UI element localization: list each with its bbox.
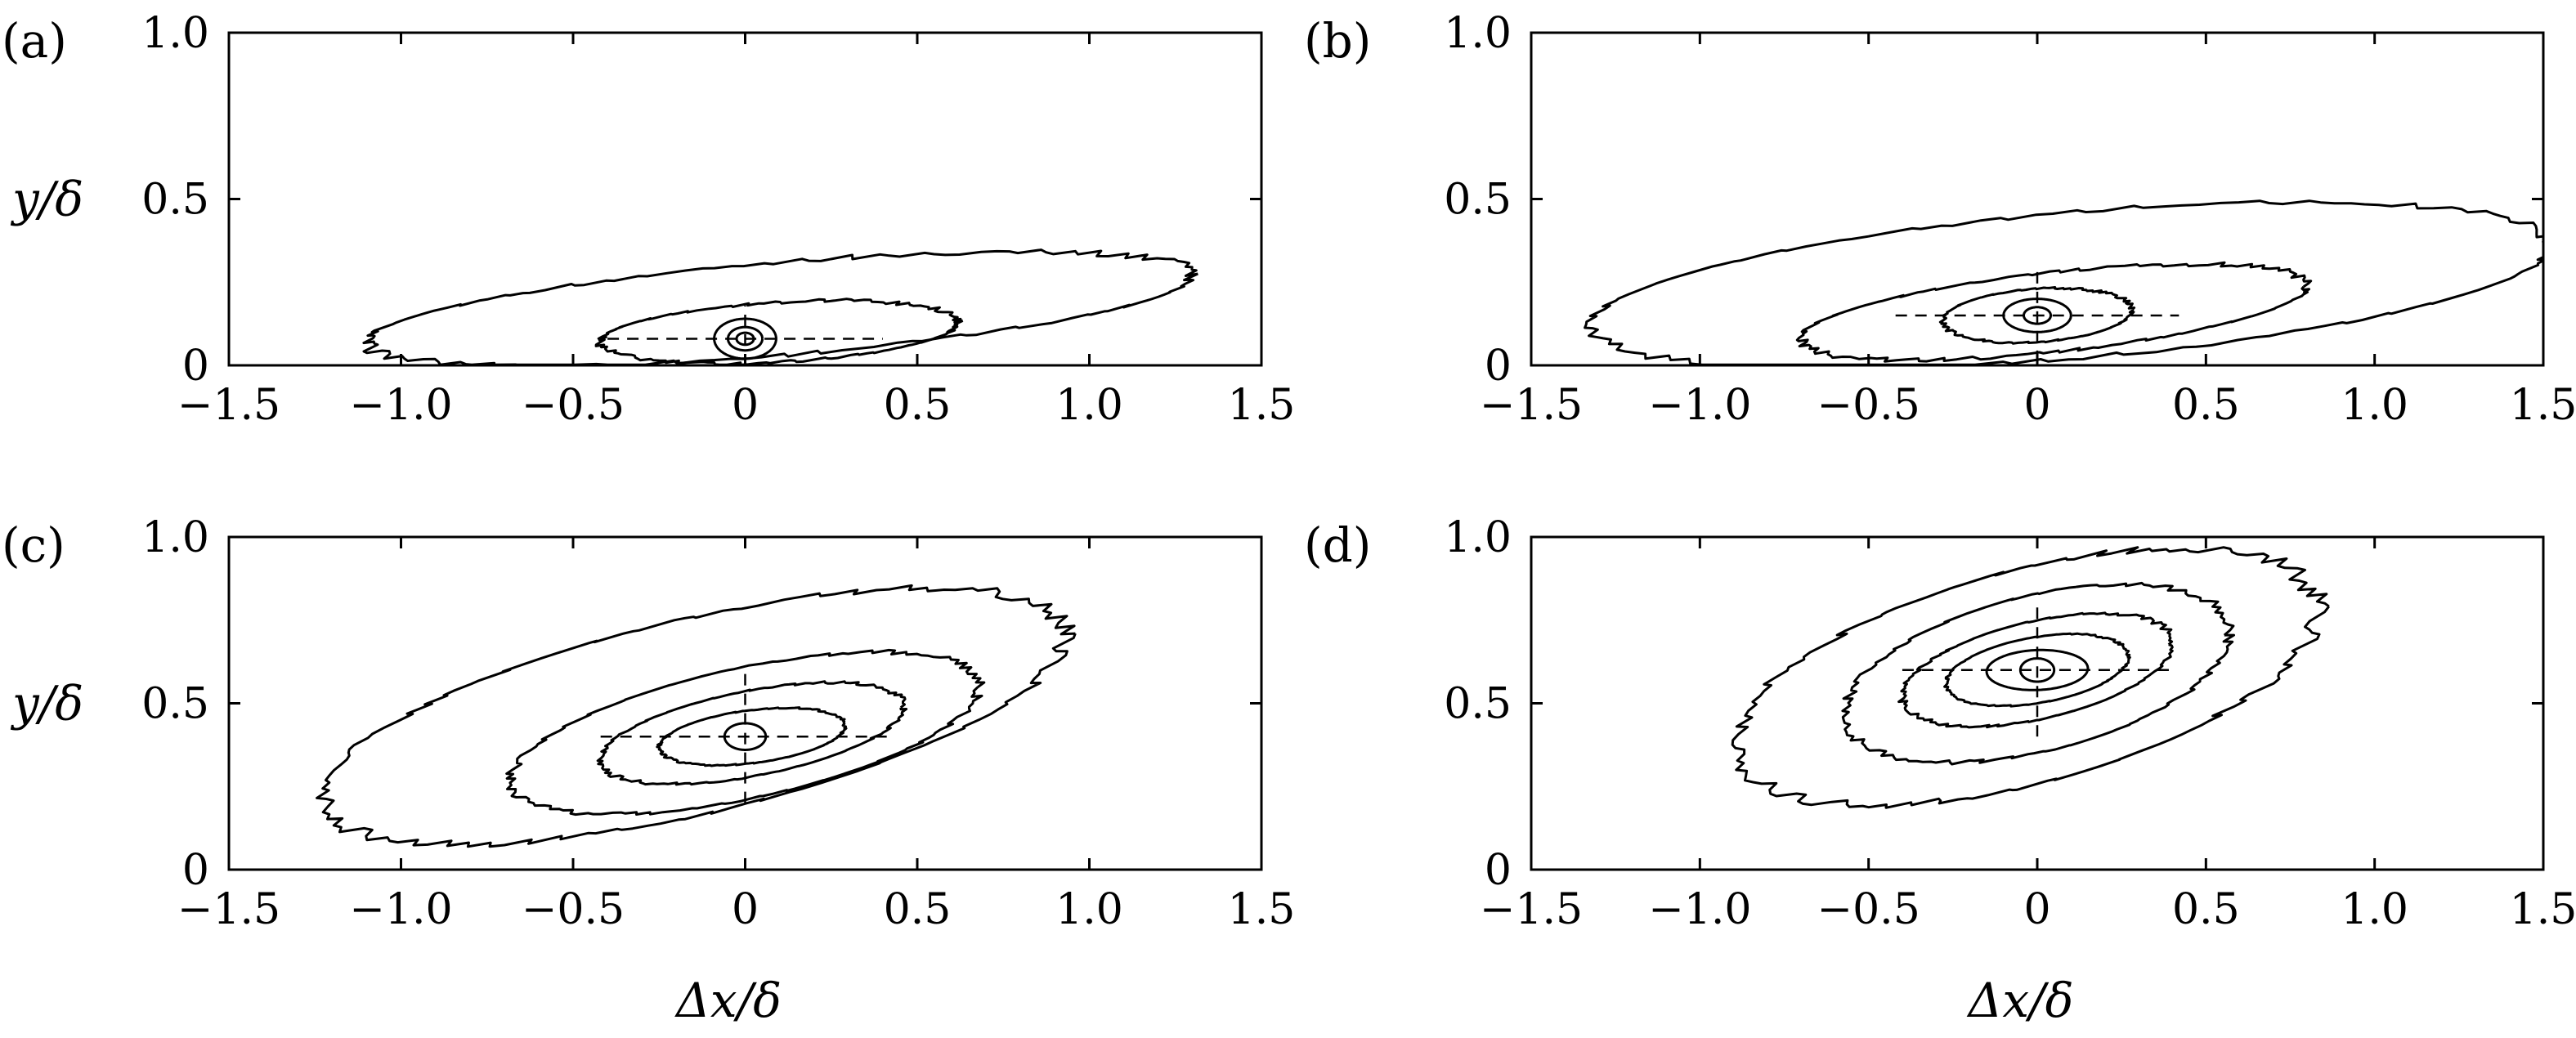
panel-label: (a)	[2, 13, 67, 69]
x-tick-label: −1.5	[177, 381, 280, 430]
y-tick-label: 0.5	[1444, 680, 1512, 729]
x-axis-label: Δx/δ	[1966, 973, 2073, 1028]
y-axis-label: y/δ	[10, 172, 83, 227]
panel-d: −1.5 −1.0 −0.5 0 0.5 1.0 1.5 0 0.5 1.0 (d) Δx/δ	[1304, 513, 2576, 1028]
contour-level-2	[1841, 581, 2235, 766]
x-tick-label: −0.5	[522, 381, 625, 430]
x-tick-label: 1.0	[1055, 885, 1123, 934]
contour-level-4	[656, 706, 848, 767]
contour-level-1	[362, 248, 1198, 365]
y-tick-label: 1.0	[1444, 9, 1512, 58]
panel-c: −1.5 −1.0 −0.5 0 0.5 1.0 1.5 0 0.5 1.0 (c) y/δ Δx/δ	[2, 513, 1295, 1028]
y-tick-label: 0	[1485, 846, 1512, 895]
y-tick-label: 0	[1485, 342, 1512, 391]
contour-level-3	[1938, 286, 2136, 345]
x-tick-label: −0.5	[522, 885, 625, 934]
x-tick-label: 0.5	[884, 381, 952, 430]
panel-a: −1.5 −1.0 −0.5 0 0.5 1.0 1.5 0 0.5 1.0 (a) y/δ	[2, 9, 1295, 430]
panel-label: (b)	[1304, 13, 1371, 69]
x-axis-label: Δx/δ	[674, 973, 782, 1028]
x-tick-label: −1.5	[1480, 381, 1583, 430]
contour-level-5	[1985, 648, 2090, 691]
x-tick-label: 1.0	[2341, 381, 2408, 430]
panel-label: (c)	[2, 517, 65, 573]
y-axis-label: y/δ	[10, 676, 83, 732]
contour-level-3	[1897, 611, 2174, 729]
contour-level-2	[594, 298, 964, 365]
x-tick-label: −0.5	[1817, 381, 1920, 430]
y-tick-label: 1.0	[141, 513, 209, 562]
x-tick-label: 0	[732, 381, 759, 430]
x-tick-label: −0.5	[1817, 885, 1920, 934]
x-tick-label: −1.0	[349, 885, 452, 934]
y-tick-label: 1.0	[1444, 513, 1512, 562]
y-tick-label: 0	[182, 342, 209, 391]
x-tick-label: 1.5	[1228, 381, 1296, 430]
x-tick-label: −1.0	[1648, 885, 1751, 934]
x-tick-label: 1.0	[1055, 381, 1123, 430]
x-tick-label: 1.5	[2510, 381, 2576, 430]
contour-level-2	[505, 648, 986, 817]
y-tick-label: 0.5	[141, 176, 209, 225]
y-tick-label: 0	[182, 846, 209, 895]
x-tick-label: −1.0	[1648, 381, 1751, 430]
x-tick-label: −1.5	[1480, 885, 1583, 934]
y-tick-label: 0.5	[141, 680, 209, 729]
contour-level-4	[1943, 632, 2131, 708]
panel-b: −1.5 −1.0 −0.5 0 0.5 1.0 1.5 0 0.5 1.0 (b)	[1304, 9, 2576, 430]
contour-level-2	[1795, 261, 2313, 363]
x-tick-label: 0	[2023, 885, 2050, 934]
x-tick-label: −1.5	[177, 885, 280, 934]
contour-level-1	[316, 584, 1077, 848]
contour-level-1	[1584, 199, 2543, 365]
x-tick-label: 0.5	[2172, 885, 2240, 934]
x-tick-label: 1.5	[1228, 885, 1296, 934]
y-tick-label: 0.5	[1444, 176, 1512, 225]
x-tick-label: 0	[732, 885, 759, 934]
x-tick-label: 0.5	[2172, 381, 2240, 430]
x-tick-label: 0.5	[884, 885, 952, 934]
x-tick-label: 1.5	[2510, 885, 2576, 934]
panel-label: (d)	[1304, 517, 1371, 573]
x-tick-label: −1.0	[349, 381, 452, 430]
y-tick-label: 1.0	[141, 9, 209, 58]
contour-level-3	[596, 680, 908, 786]
contour-level-1	[1731, 546, 2330, 809]
x-tick-label: 1.0	[2341, 885, 2408, 934]
x-tick-label: 0	[2023, 381, 2050, 430]
